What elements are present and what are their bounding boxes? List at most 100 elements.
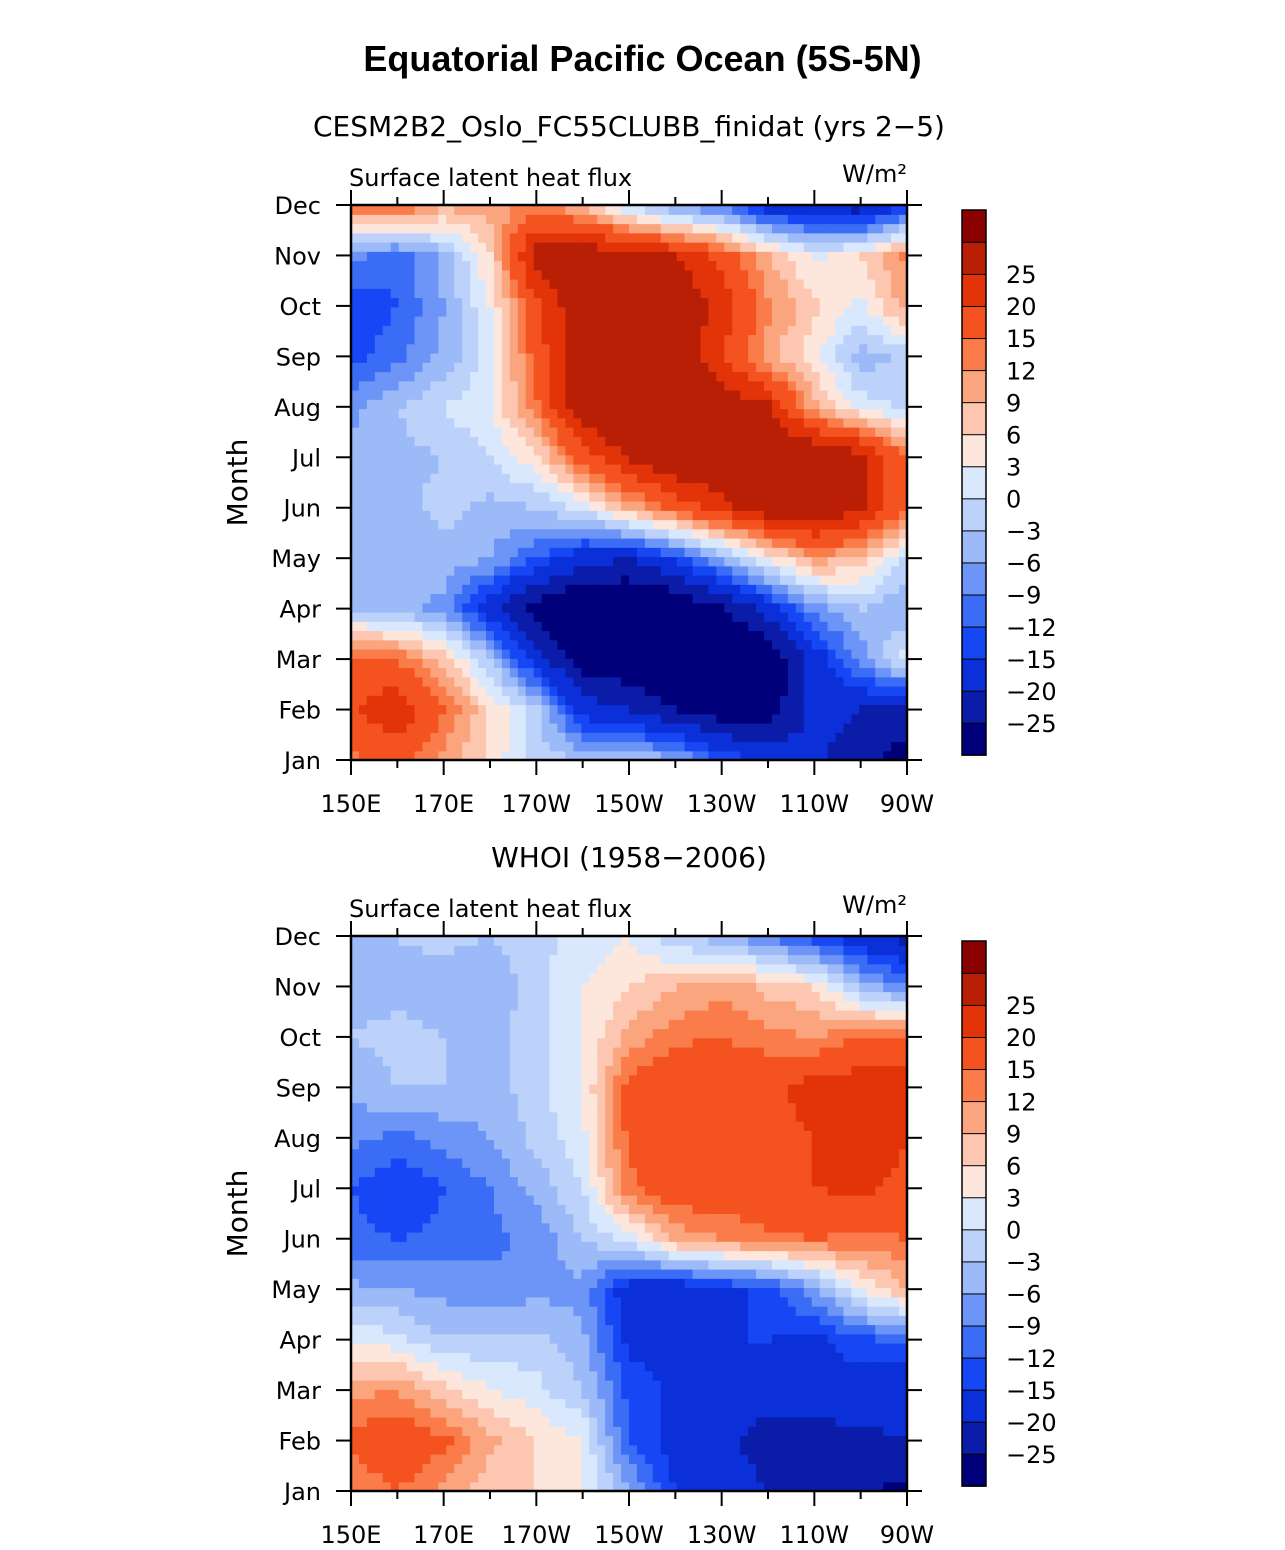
heatmap-cell [740, 649, 749, 659]
heatmap-cell [756, 251, 765, 262]
heatmap-cell [581, 491, 590, 502]
heatmap-cell [438, 732, 447, 743]
heatmap-cell [827, 306, 837, 317]
heatmap-cell [351, 732, 360, 743]
heatmap-cell [438, 649, 447, 659]
heatmap-cell [541, 1407, 551, 1418]
heatmap-cell [462, 343, 471, 354]
heatmap-cell [493, 621, 503, 632]
heatmap-cell [605, 334, 614, 345]
heatmap-cell [605, 630, 614, 641]
heatmap-cell [740, 584, 749, 595]
heatmap-cell [652, 510, 662, 521]
heatmap-cell [414, 1435, 424, 1446]
heatmap-cell [613, 325, 622, 336]
heatmap-cell [724, 519, 733, 530]
heatmap-cell [390, 427, 400, 437]
heatmap-cell [509, 686, 519, 696]
heatmap-cell [644, 1435, 654, 1446]
heatmap-cell [398, 214, 408, 225]
heatmap-cell [859, 741, 868, 752]
heatmap-cell [549, 362, 559, 373]
heatmap-cell [382, 306, 392, 317]
heatmap-cell [660, 242, 670, 252]
heatmap-cell [573, 1398, 582, 1409]
heatmap-cell [756, 482, 765, 493]
heatmap-cell [732, 205, 741, 215]
heatmap-cell [692, 362, 702, 373]
heatmap-cell [851, 1435, 860, 1446]
heatmap-cell [740, 501, 749, 511]
heatmap-cell [414, 1407, 424, 1418]
heatmap-cell [851, 445, 860, 456]
heatmap-cell [358, 325, 368, 336]
heatmap-cell [827, 473, 837, 484]
heatmap-cell [764, 390, 773, 400]
heatmap-cell [787, 269, 797, 280]
heatmap-cell [668, 741, 678, 752]
heatmap-cell [358, 380, 368, 391]
heatmap-cell [517, 408, 527, 419]
heatmap-cell [795, 417, 805, 428]
heatmap-cell [422, 445, 432, 456]
heatmap-cell [629, 491, 638, 502]
heatmap-cell [803, 223, 813, 234]
heatmap-cell [787, 612, 797, 622]
heatmap-cell [366, 205, 376, 215]
heatmap-cell [668, 297, 678, 308]
heatmap-cell [795, 223, 805, 234]
heatmap-cell [629, 1454, 638, 1464]
heatmap-cell [414, 454, 424, 465]
heatmap-cell [517, 602, 527, 613]
heatmap-cell [684, 1444, 694, 1455]
heatmap-cell [509, 482, 519, 493]
heatmap-cell [454, 454, 463, 465]
heatmap-cell [740, 269, 749, 280]
heatmap-cell [470, 242, 479, 252]
heatmap-cell [803, 612, 813, 622]
heatmap-cell [517, 704, 527, 715]
heatmap-cell [835, 399, 845, 410]
heatmap-cell [652, 584, 662, 595]
heatmap-cell [454, 695, 463, 706]
heatmap-cell [382, 630, 392, 641]
heatmap-cell [771, 1417, 781, 1427]
heatmap-cell [684, 288, 694, 299]
heatmap-cell [351, 565, 360, 576]
heatmap-cell [541, 510, 551, 521]
heatmap-cell [509, 1444, 519, 1455]
heatmap-cell [422, 1454, 432, 1464]
heatmap-cell [692, 353, 702, 363]
heatmap-cell [819, 695, 829, 706]
heatmap-cell [351, 713, 360, 724]
heatmap-cell [676, 565, 686, 576]
heatmap-cell [565, 1417, 574, 1427]
heatmap-cell [629, 1463, 638, 1474]
heatmap-cell [732, 741, 741, 752]
heatmap-cell [636, 232, 646, 243]
heatmap-cell [756, 658, 765, 669]
heatmap-cell [621, 658, 630, 669]
heatmap-cell [756, 538, 765, 548]
heatmap-cell [732, 288, 741, 299]
heatmap-cell [382, 639, 392, 650]
heatmap-cell [676, 713, 686, 724]
heatmap-cell [470, 1407, 479, 1418]
heatmap-cell [779, 1472, 789, 1483]
heatmap-cell [501, 288, 511, 299]
heatmap-cell [390, 205, 400, 215]
heatmap-cell [525, 750, 535, 761]
heatmap-cell [795, 1444, 805, 1455]
heatmap-cell [565, 371, 574, 382]
heatmap-cell [486, 408, 495, 419]
heatmap-cell [549, 1481, 559, 1492]
heatmap-cell [787, 621, 797, 632]
heatmap-cell [517, 621, 527, 632]
heatmap-cell [700, 325, 710, 336]
heatmap-cell [406, 686, 416, 696]
heatmap-cell [859, 279, 868, 289]
heatmap-cell [668, 399, 678, 410]
heatmap-cell [636, 399, 646, 410]
heatmap-cell [819, 528, 829, 539]
heatmap-cell [438, 741, 447, 752]
